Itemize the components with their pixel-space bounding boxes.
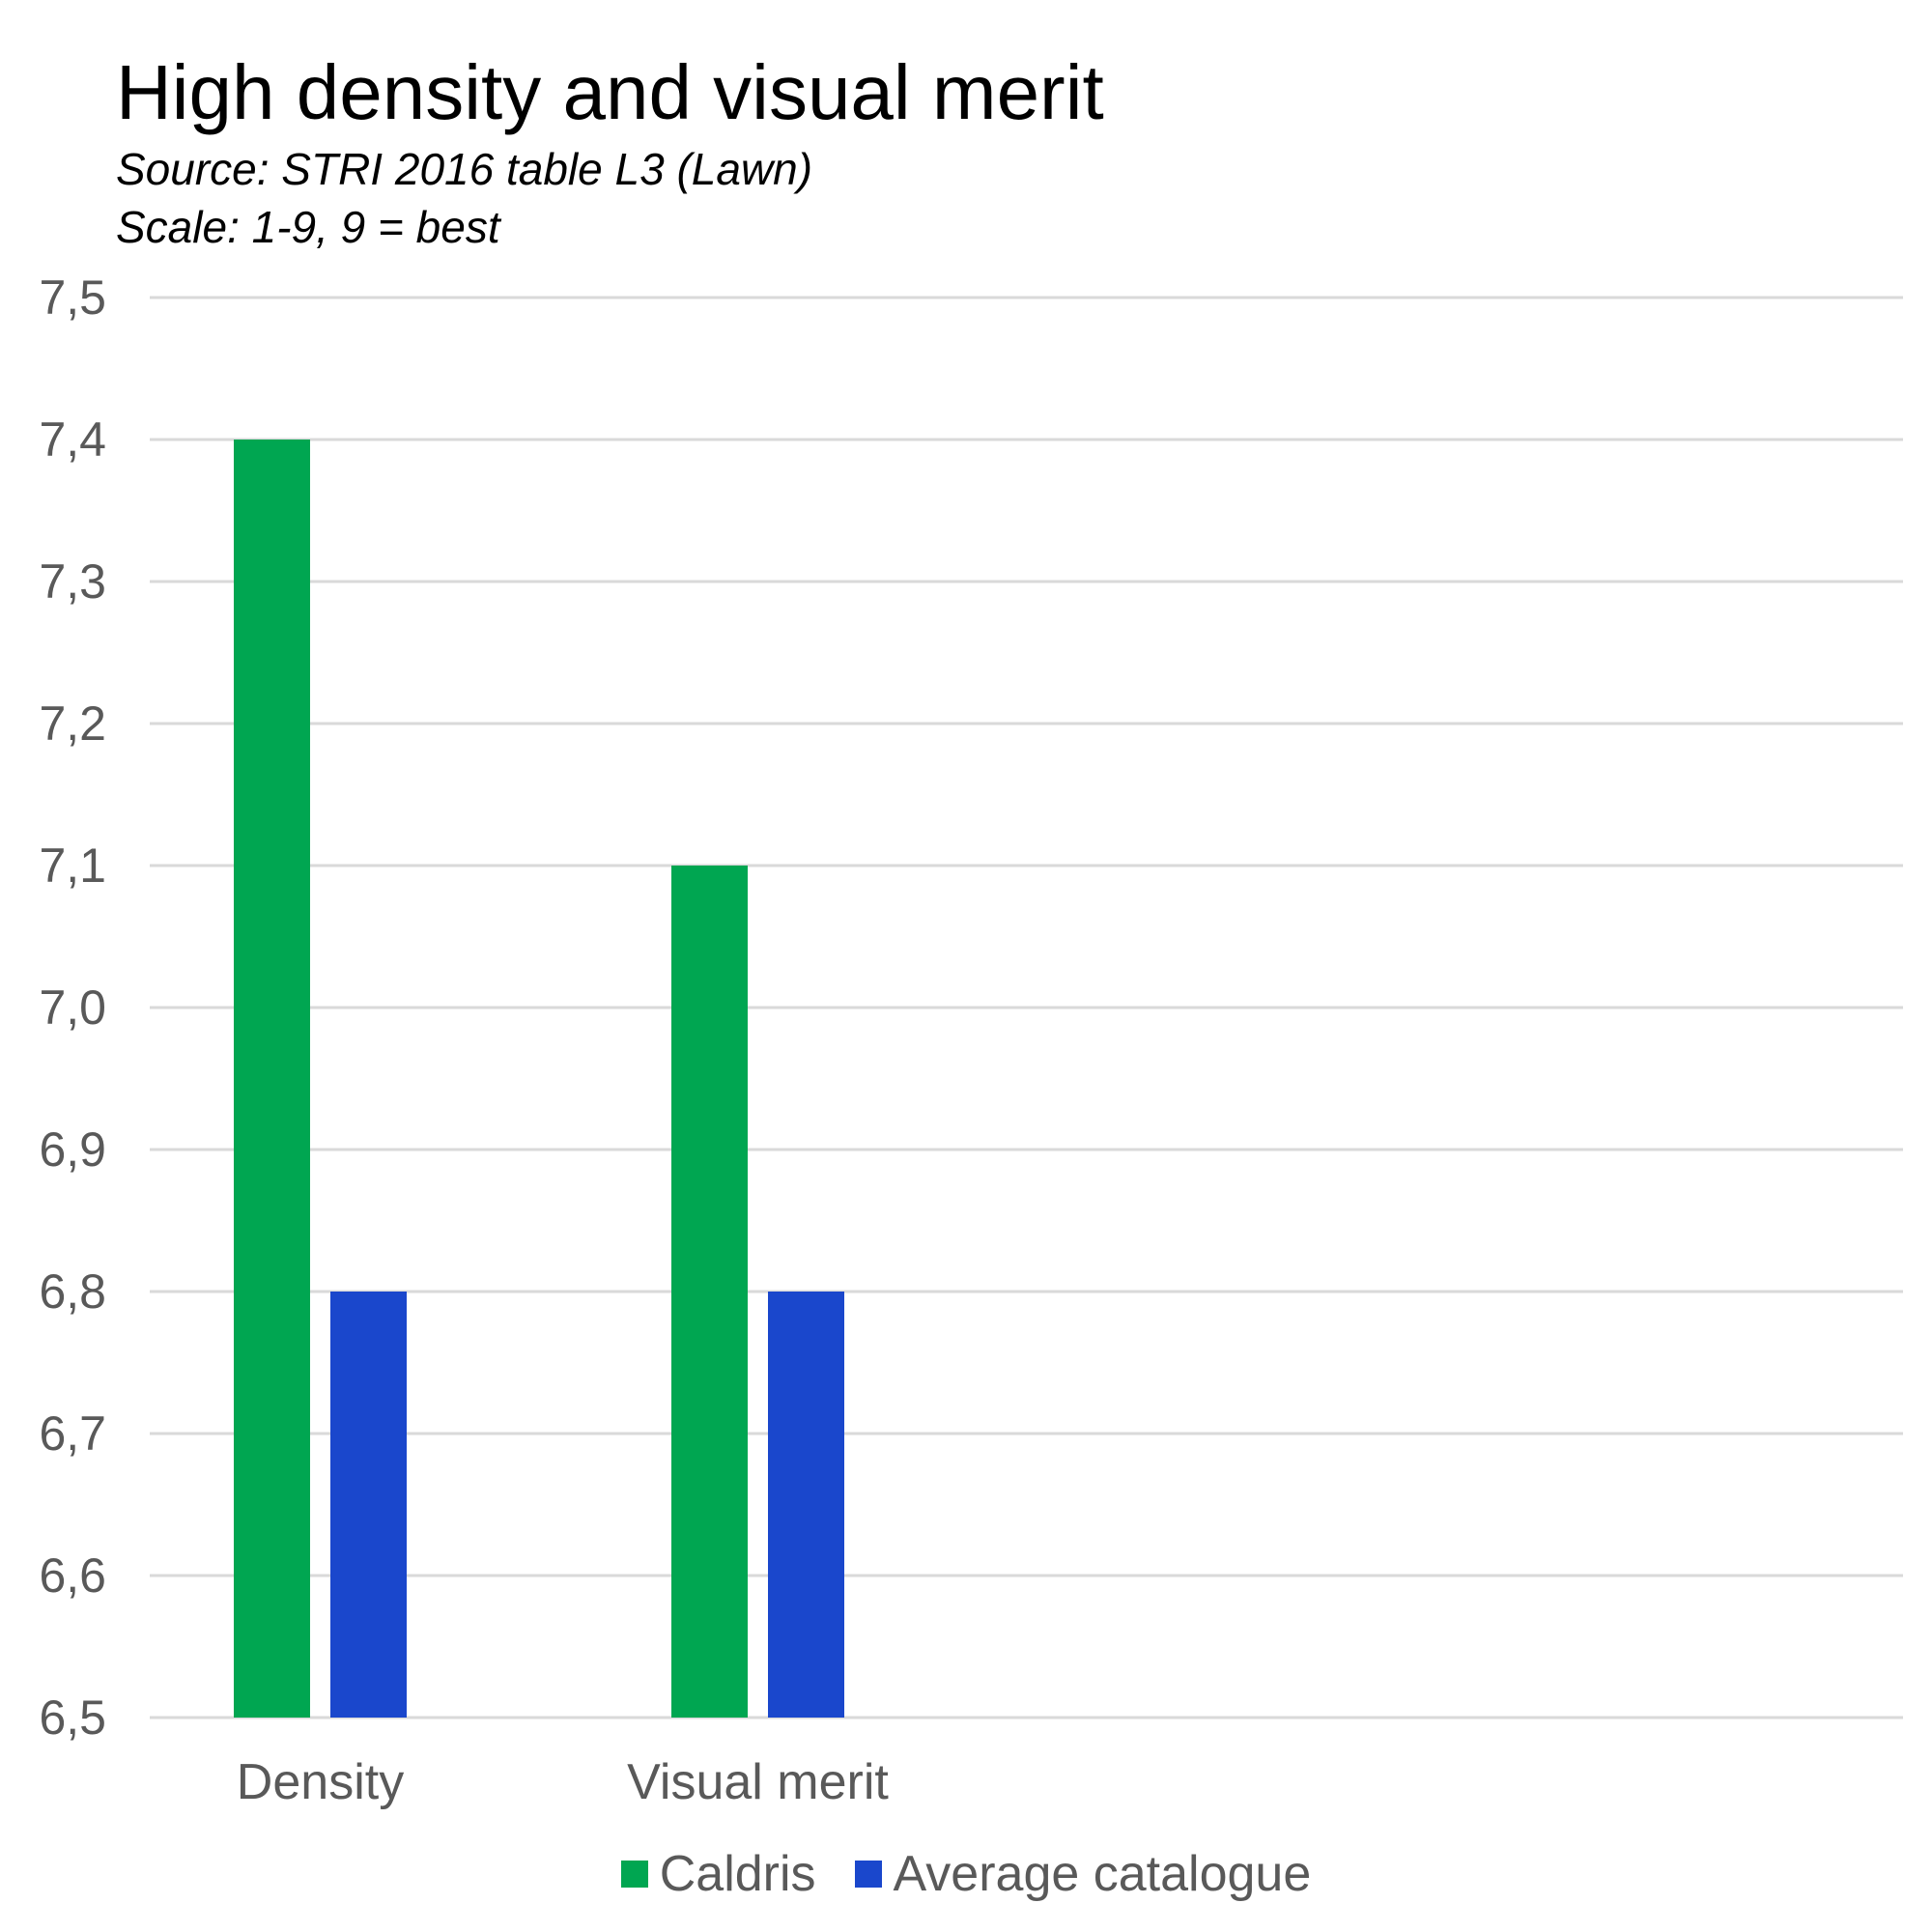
bar-average-catalogue-visual-merit xyxy=(768,1292,844,1718)
chart-subtitle-scale: Scale: 1-9, 9 = best xyxy=(116,202,500,252)
y-tick-label: 7,5 xyxy=(39,270,106,325)
x-axis-category-labels: Density Visual merit xyxy=(237,1754,890,1810)
legend: Caldris Average catalogue xyxy=(0,1845,1932,1903)
y-tick-label: 7,1 xyxy=(39,838,106,893)
legend-label-caldris: Caldris xyxy=(659,1846,816,1902)
y-tick-label: 6,7 xyxy=(39,1406,106,1461)
legend-item-average-catalogue: Average catalogue xyxy=(854,1845,1312,1903)
legend-swatch-caldris xyxy=(620,1861,648,1888)
y-tick-label: 7,3 xyxy=(39,554,106,609)
y-axis-tick-labels: 6,5 6,6 6,7 6,8 6,9 7,0 7,1 7,2 7,3 7,4 7,5 xyxy=(39,270,106,1745)
legend-item-caldris: Caldris xyxy=(620,1845,816,1903)
y-tick-label: 6,6 xyxy=(39,1548,106,1603)
chart-title: High density and visual merit xyxy=(116,49,1104,135)
category-label: Visual merit xyxy=(627,1754,889,1810)
bar-average-catalogue-density xyxy=(330,1292,407,1718)
legend-label-average-catalogue: Average catalogue xyxy=(893,1846,1312,1902)
bars xyxy=(234,440,844,1718)
y-tick-label: 6,9 xyxy=(39,1122,106,1177)
y-tick-label: 7,4 xyxy=(39,412,106,467)
y-tick-label: 6,5 xyxy=(39,1690,106,1745)
y-tick-label: 7,0 xyxy=(39,980,106,1035)
y-tick-label: 6,8 xyxy=(39,1264,106,1319)
bar-caldris-density xyxy=(234,440,310,1718)
bar-caldris-visual-merit xyxy=(671,866,748,1718)
y-tick-label: 7,2 xyxy=(39,696,106,751)
legend-swatch-average-catalogue xyxy=(854,1861,882,1888)
category-label: Density xyxy=(237,1754,404,1810)
chart-subtitle-source: Source: STRI 2016 table L3 (Lawn) xyxy=(116,144,813,194)
gridlines xyxy=(150,296,1903,1719)
